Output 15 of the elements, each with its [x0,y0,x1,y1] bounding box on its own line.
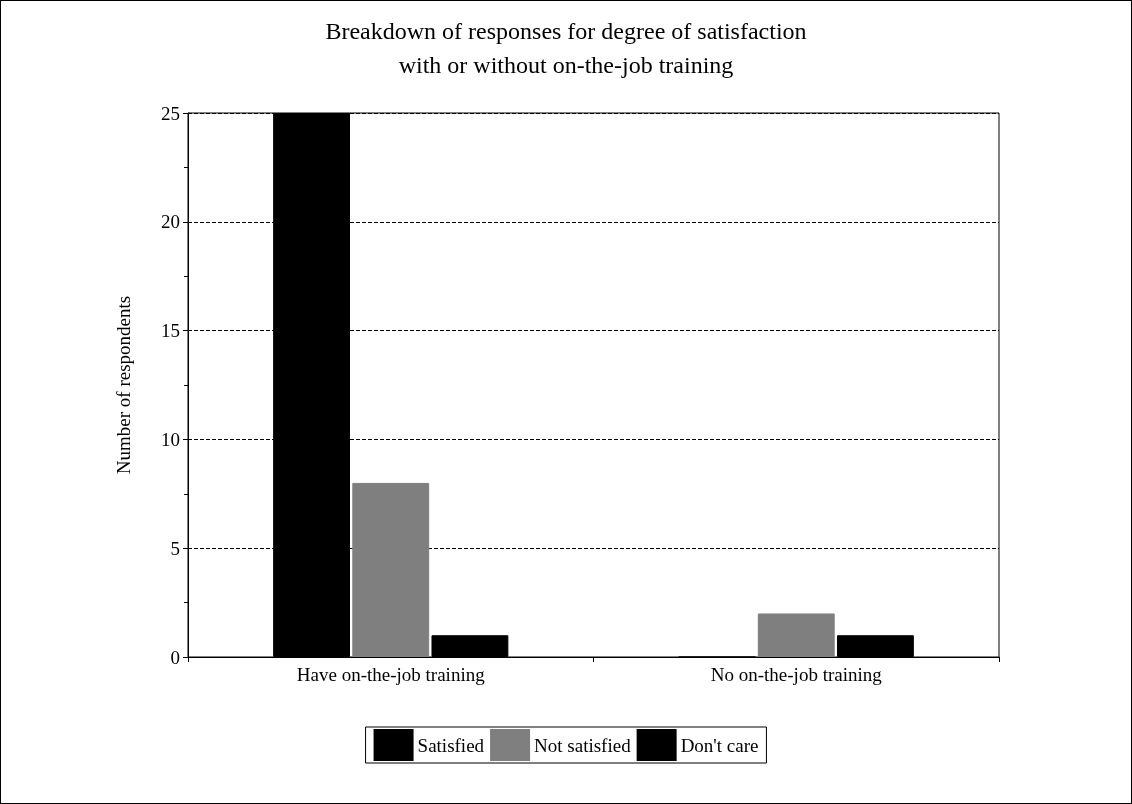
y-axis-title: Number of respondents [113,295,134,475]
y-tick-label: 20 [161,211,180,233]
legend-label: Not satisfied [534,734,632,756]
y-tick-label: 25 [161,102,180,124]
x-tick-label: Have on-the-job training [296,664,486,685]
legend-label: Satisfied [417,734,485,756]
bar [757,613,835,657]
bar [352,482,430,657]
y-tick-label: 5 [170,537,180,559]
y-tick-label: 10 [161,428,180,450]
y-tick-label: 15 [161,320,180,342]
y-tick-label: 0 [170,646,180,668]
chart-title: Breakdown of responses for degree of satisfaction with or without on-the-job training [325,18,807,78]
legend-label: Don't care [680,734,759,756]
x-tick-label: No on-the-job training [710,664,883,685]
